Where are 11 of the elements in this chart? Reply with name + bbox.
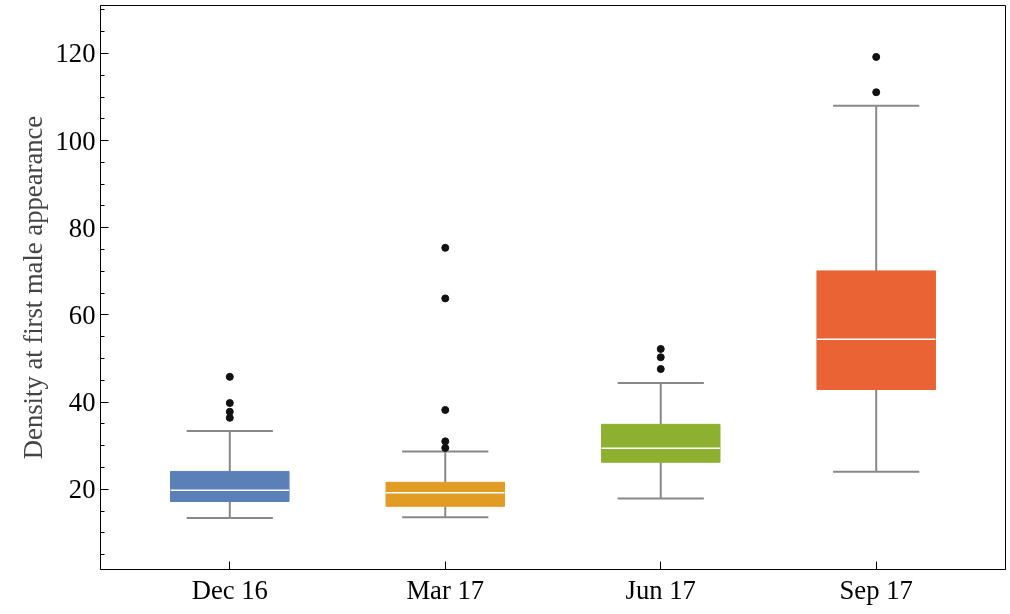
- x-tick-label: Mar 17: [406, 574, 485, 605]
- y-tick-label: 120: [55, 38, 96, 69]
- y-tick-label: 40: [68, 387, 96, 418]
- y-tick-label: 20: [68, 474, 96, 505]
- x-tick-label: Dec 16: [191, 574, 268, 605]
- y-tick-label: 80: [68, 212, 96, 243]
- y-tick-label: 60: [68, 299, 96, 330]
- y-axis-title: Density at first male appearance: [17, 115, 48, 460]
- x-tick-label: Sep 17: [839, 574, 913, 605]
- x-tick-label: Jun 17: [625, 574, 696, 605]
- y-tick-label: 100: [55, 125, 96, 156]
